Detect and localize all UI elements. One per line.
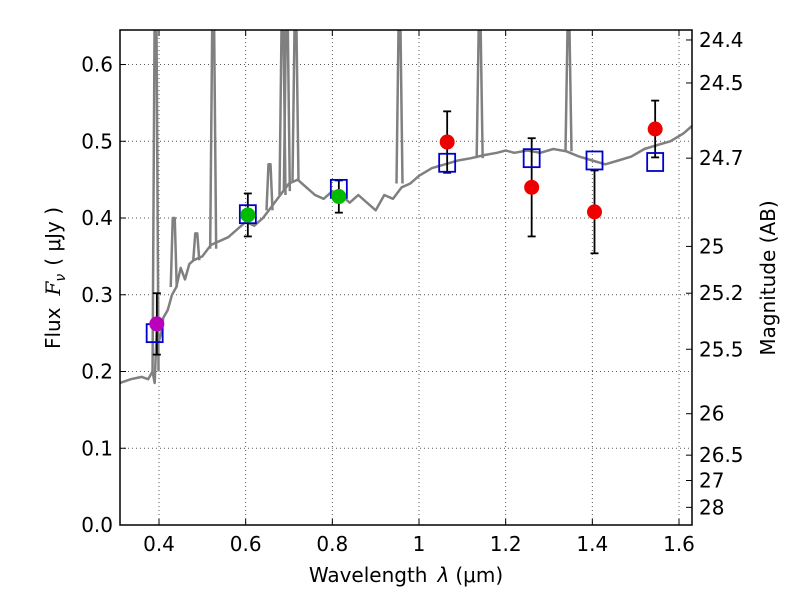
emission-line — [282, 30, 292, 192]
y2-tick-label: 26.5 — [699, 443, 744, 467]
observed-point — [439, 134, 455, 150]
emission-line — [564, 30, 573, 152]
plot-area — [120, 30, 692, 385]
emission-line — [395, 30, 404, 184]
x-axis-label: Wavelength λ (μm) — [309, 563, 503, 587]
model-point — [238, 204, 257, 225]
y-axis-label: FluxFν( μJy ) — [41, 207, 69, 349]
plot-frame — [119, 29, 693, 526]
model-point — [646, 152, 665, 172]
y-tick-label: 0.6 — [81, 53, 113, 77]
y2-tick-label: 24.5 — [699, 71, 744, 95]
x-tick-label: 1.4 — [576, 532, 608, 556]
emission-line — [291, 30, 300, 182]
y2-tick-label: 24.4 — [699, 28, 744, 52]
spectrum-line — [120, 124, 692, 385]
emission-line — [208, 30, 218, 249]
y2-tick-label: 28 — [699, 495, 724, 519]
y-tick-label: 0.0 — [81, 513, 113, 537]
observed-point — [331, 189, 347, 205]
y2-tick-label: 25.2 — [699, 281, 744, 305]
axis-ticks: 0.4 0.6 0.8 1 1.2 1.4 1.6 0.0 0.1 0.2 0.3 0.4 0.5 0.6… — [81, 28, 743, 556]
observed-point — [149, 316, 165, 332]
y-tick-label: 0.4 — [81, 206, 113, 230]
x-tick-label: 1.6 — [663, 532, 695, 556]
x-tick-label: 1 — [413, 532, 426, 556]
observed-point — [524, 179, 540, 195]
y2-tick-label: 26 — [699, 402, 724, 426]
emission-line — [151, 30, 160, 372]
y-tick-label: 0.1 — [81, 436, 113, 460]
emission-line — [192, 232, 201, 261]
model-point — [522, 148, 541, 169]
y2-axis-label: Magnitude (AB) — [756, 200, 780, 355]
y2-tick-label: 27 — [699, 468, 724, 492]
x-tick-label: 0.4 — [143, 532, 175, 556]
model-point — [585, 150, 604, 171]
y2-tick-label: 25 — [699, 234, 724, 258]
x-tick-label: 1.2 — [490, 532, 522, 556]
y-tick-label: 0.3 — [81, 283, 113, 307]
x-tick-label: 0.8 — [316, 532, 348, 556]
emission-line — [475, 30, 484, 159]
model-point — [438, 152, 457, 173]
emission-line — [265, 163, 274, 211]
observed-point — [647, 121, 663, 137]
y2-tick-label: 24.7 — [699, 146, 744, 170]
observed-point — [240, 207, 256, 223]
y2-tick-label: 25.5 — [699, 337, 744, 361]
y-tick-label: 0.2 — [81, 360, 113, 384]
y-tick-label: 0.5 — [81, 129, 113, 153]
x-tick-label: 0.6 — [230, 532, 262, 556]
observed-point — [587, 204, 602, 220]
emission-line — [169, 216, 178, 288]
